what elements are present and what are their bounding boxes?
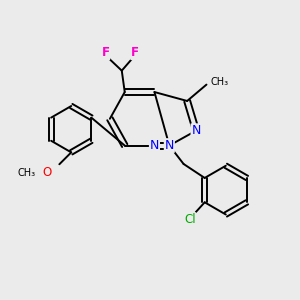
Text: F: F xyxy=(131,46,139,59)
Text: O: O xyxy=(43,166,52,179)
Text: N: N xyxy=(191,124,201,137)
Text: F: F xyxy=(101,46,110,59)
Text: Cl: Cl xyxy=(184,213,196,226)
Text: CH₃: CH₃ xyxy=(18,168,36,178)
Text: N: N xyxy=(150,139,159,152)
Text: N: N xyxy=(165,139,174,152)
Text: CH₃: CH₃ xyxy=(211,76,229,87)
